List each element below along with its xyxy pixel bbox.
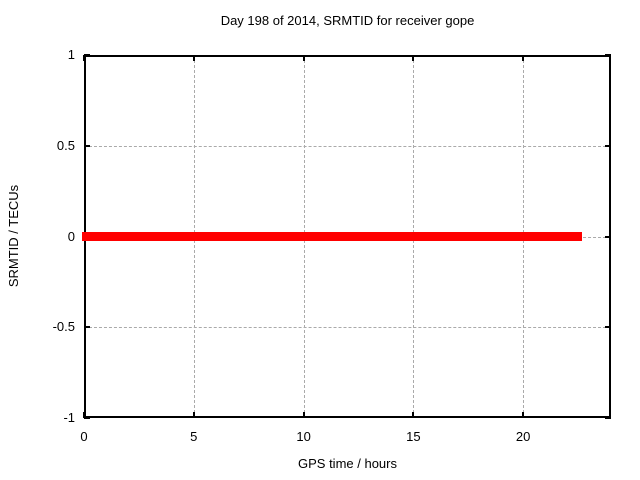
x-tick-label: 10 [296, 429, 311, 444]
x-tick-bottom [522, 412, 525, 418]
data-series-line [82, 232, 583, 241]
plot-area [82, 54, 611, 419]
x-tick-top [522, 55, 525, 61]
x-tick-top [302, 55, 305, 61]
x-tick-top [83, 55, 85, 61]
x-tick-top [412, 55, 415, 61]
y-tick-label: 0 [67, 228, 75, 244]
x-tick-label: 20 [515, 429, 531, 444]
y-tick-right [605, 326, 611, 329]
x-tick-label: 0 [80, 429, 88, 444]
x-axis-label: GPS time / hours [298, 456, 397, 471]
y-tick-label: 0.5 [56, 137, 75, 153]
x-tick-bottom [302, 412, 305, 418]
y-tick-left [84, 417, 90, 419]
y-gridline [84, 145, 611, 147]
y-tick-right [605, 235, 611, 238]
x-tick-bottom [412, 412, 415, 418]
y-tick-label: -0.5 [52, 319, 75, 335]
x-tick-bottom [83, 412, 85, 418]
x-tick-top [192, 55, 195, 61]
y-tick-left [84, 326, 90, 329]
x-tick-label: 5 [190, 429, 198, 444]
x-tick-bottom [192, 412, 195, 418]
y-tick-right [605, 417, 611, 419]
chart-title: Day 198 of 2014, SRMTID for receiver gop… [220, 13, 475, 28]
y-tick-left [84, 54, 90, 56]
y-tick-label: -1 [63, 410, 75, 425]
y-tick-right [605, 54, 611, 56]
y-tick-left [84, 144, 90, 147]
x-tick-label: 15 [406, 429, 421, 444]
y-gridline [84, 327, 611, 329]
y-tick-right [605, 144, 611, 147]
y-tick-label: 1 [67, 47, 75, 62]
